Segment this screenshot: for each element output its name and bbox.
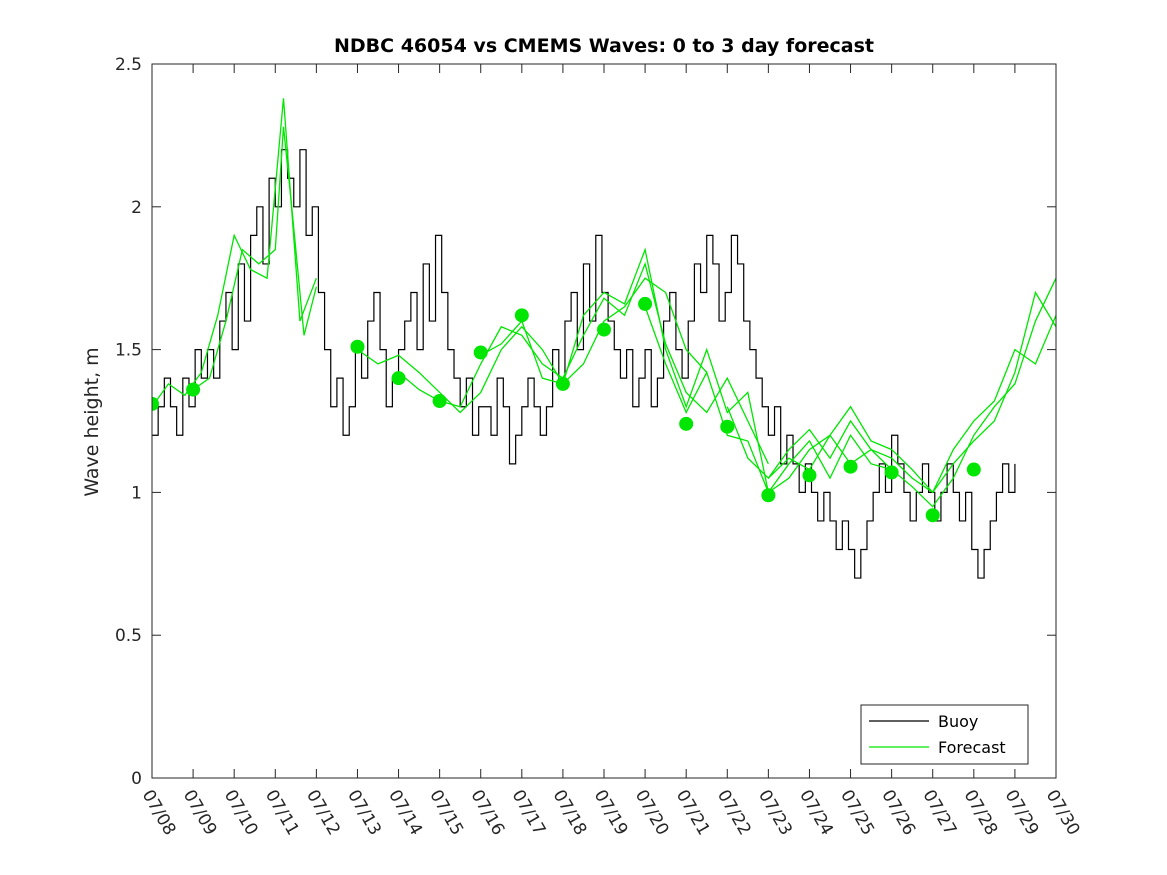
y-tick-label: 2 — [131, 198, 142, 218]
forecast-series-line-1 — [152, 98, 317, 408]
forecast-series-line-3 — [357, 277, 708, 414]
forecast-series-line-6 — [644, 277, 1056, 508]
forecast-marker — [555, 376, 570, 391]
forecast-marker — [761, 488, 776, 503]
forecast-marker — [432, 394, 447, 409]
legend-label: Buoy — [938, 712, 978, 731]
forecast-marker — [638, 296, 653, 311]
forecast-series-line-8 — [767, 290, 1056, 494]
forecast-marker — [802, 468, 817, 483]
forecast-marker — [966, 462, 981, 477]
forecast-marker — [186, 382, 201, 397]
forecast-marker — [473, 345, 488, 360]
y-tick-label: 0 — [131, 769, 142, 789]
forecast-series-line-4 — [398, 261, 769, 465]
legend: Buoy Forecast — [860, 704, 1029, 765]
forecast-marker — [679, 416, 694, 431]
y-tick-label: 2.5 — [115, 55, 142, 75]
series-group — [152, 98, 1056, 579]
forecast-marker — [843, 459, 858, 474]
legend-label: Forecast — [938, 738, 1006, 757]
buoy-series-line — [152, 149, 1016, 579]
forecast-series-line-5 — [480, 247, 893, 494]
forecast-series-line-7 — [726, 315, 1056, 494]
forecast-marker — [152, 396, 159, 411]
forecast-series-line-2 — [192, 126, 317, 391]
y-tick-label: 1 — [131, 483, 142, 503]
forecast-marker — [884, 465, 899, 480]
forecast-marker — [597, 322, 611, 337]
y-tick-label: 0.5 — [115, 626, 142, 646]
legend-box — [860, 704, 1029, 765]
chart-title: NDBC 46054 vs CMEMS Waves: 0 to 3 day fo… — [334, 35, 874, 57]
forecast-marker — [391, 371, 406, 386]
forecast-marker — [720, 419, 735, 434]
y-tick-label: 1.5 — [115, 341, 142, 361]
forecast-marker — [925, 508, 940, 523]
forecast-marker — [350, 339, 365, 354]
plot-area — [152, 98, 1056, 579]
y-axis-label: Wave height, m — [81, 347, 103, 496]
forecast-marker — [514, 308, 529, 323]
